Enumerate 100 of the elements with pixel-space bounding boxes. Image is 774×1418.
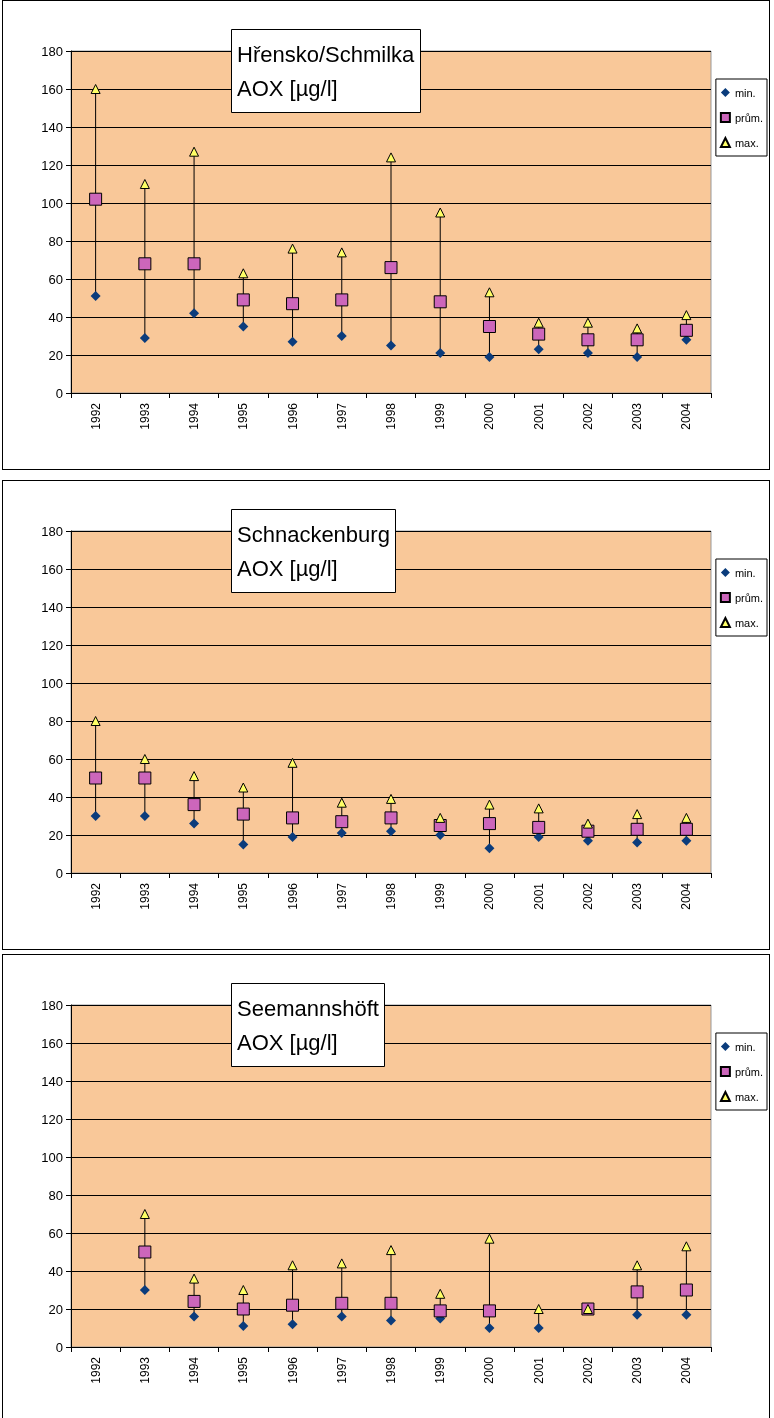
x-tick-label: 2001 — [531, 402, 546, 430]
point — [679, 1283, 693, 1297]
y-tick-label: 60 — [48, 271, 63, 287]
point — [287, 243, 298, 254]
point — [384, 261, 398, 275]
point — [435, 1288, 446, 1299]
point — [386, 826, 396, 837]
y-tick-label: 120 — [41, 1111, 63, 1127]
x-tick-label: 1993 — [137, 402, 152, 430]
legend-label: max. — [734, 136, 759, 149]
point — [484, 843, 495, 854]
point — [581, 333, 595, 347]
point — [681, 1241, 692, 1252]
point — [336, 797, 347, 808]
point — [139, 811, 150, 821]
x-tick-label: 2004 — [679, 882, 694, 910]
y-tick-label: 140 — [41, 119, 63, 135]
y-tick-label: 60 — [48, 751, 63, 767]
x-tick-label: 1999 — [433, 882, 448, 910]
legend-label: prům. — [734, 591, 764, 604]
x-tick-label: 2004 — [679, 1356, 694, 1384]
x-tick-label: 1995 — [236, 402, 251, 430]
point — [90, 291, 101, 302]
y-tick-label: 40 — [48, 1263, 63, 1279]
x-tick-label: 1998 — [384, 882, 398, 910]
y-tick-label: 180 — [41, 997, 63, 1013]
point — [189, 308, 200, 319]
point — [90, 84, 101, 94]
point — [384, 1296, 398, 1310]
point — [287, 1260, 298, 1271]
x-tick-label: 1998 — [384, 1356, 398, 1384]
point — [238, 1321, 249, 1332]
y-tick-label: 100 — [41, 675, 63, 691]
y-tick-label: 0 — [55, 865, 63, 881]
point — [139, 754, 150, 764]
y-tick-label: 80 — [48, 1187, 63, 1203]
point — [435, 207, 446, 218]
point — [287, 831, 298, 842]
legend-label: prům. — [734, 111, 764, 124]
x-tick-label: 1997 — [334, 402, 349, 430]
point — [287, 1319, 298, 1330]
point — [632, 351, 643, 362]
x-tick-label: 1992 — [88, 882, 103, 910]
point — [139, 1209, 150, 1219]
point — [632, 837, 643, 848]
point — [435, 348, 446, 359]
point — [582, 818, 593, 829]
x-tick-label: 2001 — [531, 882, 546, 910]
y-tick-label: 60 — [48, 1225, 63, 1241]
point — [433, 295, 447, 309]
y-tick-label: 160 — [41, 561, 63, 577]
point — [189, 818, 200, 829]
x-tick-label: 1996 — [285, 1356, 300, 1384]
chart-title: Hřensko/Schmilka AOX [µg/l] — [237, 41, 416, 101]
point — [187, 257, 201, 271]
x-tick-label: 2003 — [630, 1356, 645, 1384]
point — [336, 828, 347, 839]
point — [335, 1296, 349, 1310]
y-tick-label: 120 — [41, 157, 63, 173]
point — [238, 321, 249, 332]
point — [679, 323, 693, 337]
point — [632, 1309, 643, 1320]
point — [90, 811, 101, 821]
point — [482, 1304, 496, 1318]
x-tick-label: 2000 — [482, 882, 497, 910]
x-tick-label: 2003 — [630, 882, 645, 910]
x-tick-label: 1992 — [88, 1356, 103, 1384]
point — [236, 1302, 250, 1316]
point — [386, 152, 396, 163]
legend-label: min. — [734, 566, 756, 579]
legend-label: max. — [734, 616, 759, 629]
point — [532, 327, 546, 341]
y-tick-label: 20 — [48, 347, 63, 363]
x-tick-label: 1993 — [137, 1356, 152, 1384]
point — [533, 317, 544, 328]
x-tick-label: 2004 — [679, 402, 694, 430]
y-tick-label: 20 — [48, 1301, 63, 1317]
point — [386, 1245, 396, 1256]
point — [681, 812, 692, 823]
point — [484, 1233, 495, 1244]
point — [433, 1304, 447, 1318]
x-tick-label: 1993 — [137, 882, 152, 910]
x-tick-label: 1996 — [285, 882, 300, 910]
x-tick-label: 1996 — [285, 402, 300, 430]
point — [286, 1298, 300, 1312]
point — [484, 1323, 495, 1333]
point — [386, 793, 396, 804]
point — [386, 340, 396, 351]
x-tick-label: 1997 — [334, 1356, 349, 1384]
point — [189, 1273, 200, 1284]
x-tick-label: 1999 — [433, 402, 448, 430]
point — [630, 822, 644, 836]
x-tick-label: 1997 — [334, 882, 349, 910]
point — [238, 1285, 249, 1295]
point — [139, 332, 150, 343]
point — [238, 782, 249, 793]
y-tick-label: 140 — [41, 599, 63, 615]
point — [287, 757, 298, 768]
chart-title: Schnackenburg AOX [µg/l] — [237, 521, 390, 581]
y-tick-label: 0 — [55, 385, 63, 401]
